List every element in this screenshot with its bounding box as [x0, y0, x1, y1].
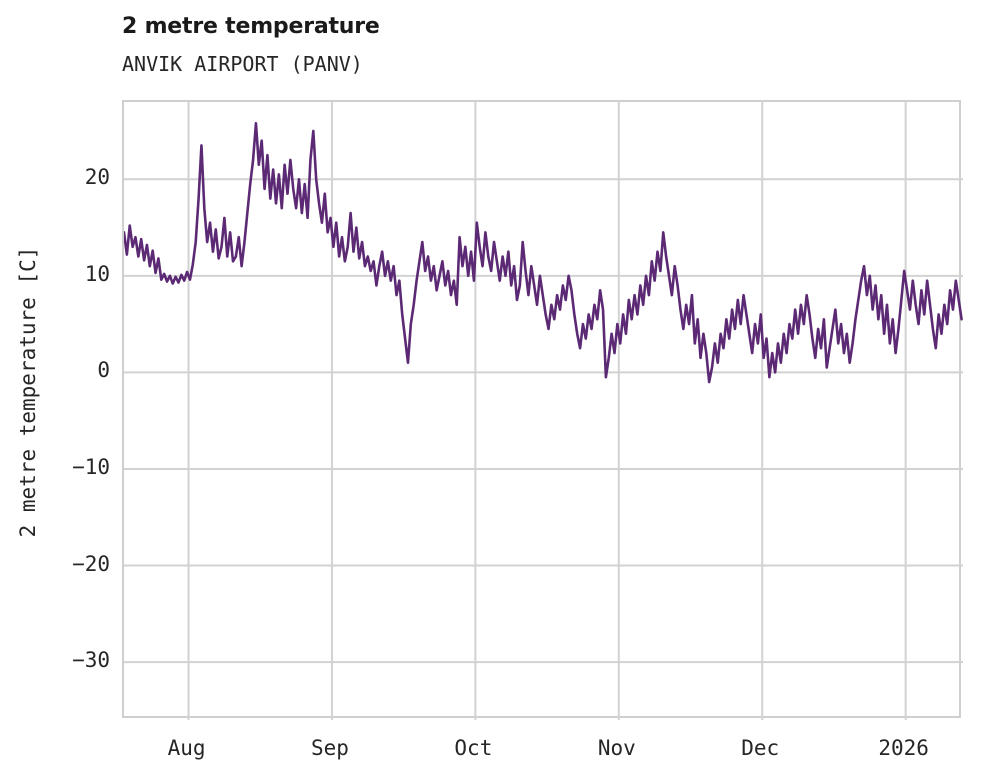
y-axis-tick-label: 10 — [84, 261, 110, 286]
plot-area — [122, 100, 963, 720]
plot-svg — [124, 102, 963, 720]
y-axis-tick-label: 20 — [84, 165, 110, 190]
y-axis-tick-label: −30 — [72, 648, 110, 673]
x-axis-tick-label: Nov — [597, 736, 636, 760]
x-axis-tick-label: 2026 — [878, 736, 929, 760]
data-series-line — [124, 121, 963, 384]
page-title: 2 metre temperature — [122, 14, 380, 39]
grid-lines — [124, 102, 963, 720]
y-axis-tick-labels: 20 10 0 −10 −20 −30 — [0, 0, 110, 782]
y-axis-tick-label: 0 — [97, 358, 110, 383]
x-axis-tick-label: Oct — [454, 736, 493, 760]
x-axis-tick-label: Dec — [741, 736, 780, 760]
y-axis-tick-label: −20 — [72, 551, 110, 576]
data-series-group — [124, 121, 963, 384]
x-axis-tick-label: Sep — [310, 736, 349, 760]
x-axis-tick-label: Aug — [167, 736, 206, 760]
chart-subtitle: ANVIK AIRPORT (PANV) — [122, 52, 363, 76]
y-axis-tick-label: −10 — [72, 454, 110, 479]
